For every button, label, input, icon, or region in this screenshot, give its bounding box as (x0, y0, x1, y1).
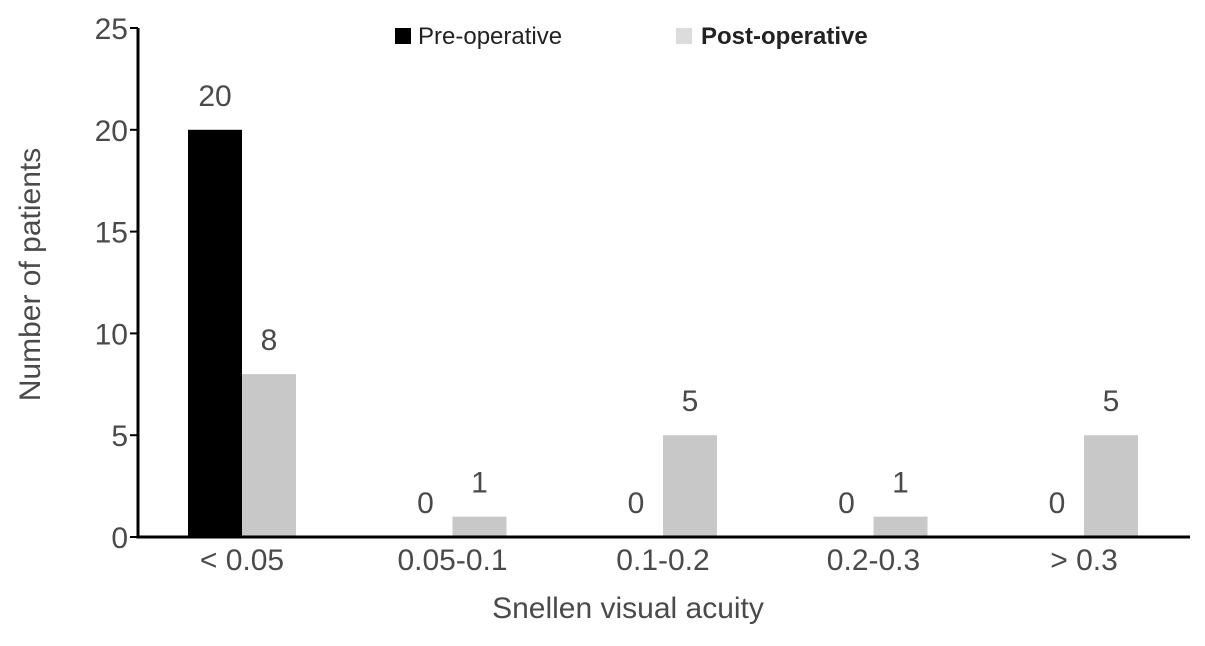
bar-post-operative (242, 374, 296, 537)
data-label-post-operative: 8 (261, 324, 278, 357)
bar-post-operative (663, 435, 717, 537)
legend: Pre-operative Post-operative (395, 23, 868, 50)
data-label-pre-operative: 20 (198, 80, 231, 113)
x-tick-label: < 0.05 (200, 544, 284, 577)
y-tick-label: 25 (95, 13, 128, 46)
y-axis-ticks: 0 5 10 15 20 25 (95, 13, 138, 555)
legend-label-post-operative: Post-operative (701, 23, 868, 50)
data-label-post-operative: 5 (682, 385, 699, 418)
data-label-pre-operative: 0 (1049, 487, 1066, 520)
legend-swatch-pre-operative (395, 28, 411, 44)
data-label-pre-operative: 0 (628, 487, 645, 520)
y-tick-label: 10 (95, 318, 128, 351)
legend-label-pre-operative: Pre-operative (418, 23, 562, 50)
x-tick-label: 0.05-0.1 (397, 544, 507, 577)
bar-post-operative (452, 516, 507, 537)
x-tick-label: > 0.3 (1050, 544, 1118, 577)
y-tick-label: 0 (111, 522, 128, 555)
y-tick-label: 15 (95, 217, 128, 250)
data-label-pre-operative: 0 (838, 487, 855, 520)
bars (188, 129, 1138, 538)
data-label-post-operative: 5 (1103, 385, 1120, 418)
x-axis-label: Snellen visual acuity (492, 592, 764, 625)
bar-post-operative (873, 516, 928, 537)
bar-pre-operative (188, 129, 242, 538)
x-tick-label: 0.1-0.2 (616, 544, 709, 577)
y-tick-label: 5 (111, 420, 128, 453)
y-tick-label: 20 (95, 115, 128, 148)
bar-post-operative (1084, 435, 1138, 537)
y-axis-label: Number of patients (14, 148, 47, 401)
data-label-post-operative: 1 (471, 467, 488, 500)
data-label-pre-operative: 0 (417, 487, 434, 520)
legend-swatch-post-operative (676, 28, 692, 44)
x-tick-label: 0.2-0.3 (827, 544, 920, 577)
data-label-post-operative: 1 (892, 467, 909, 500)
x-axis-ticks: < 0.05 0.05-0.1 0.1-0.2 0.2-0.3 > 0.3 (200, 544, 1118, 577)
